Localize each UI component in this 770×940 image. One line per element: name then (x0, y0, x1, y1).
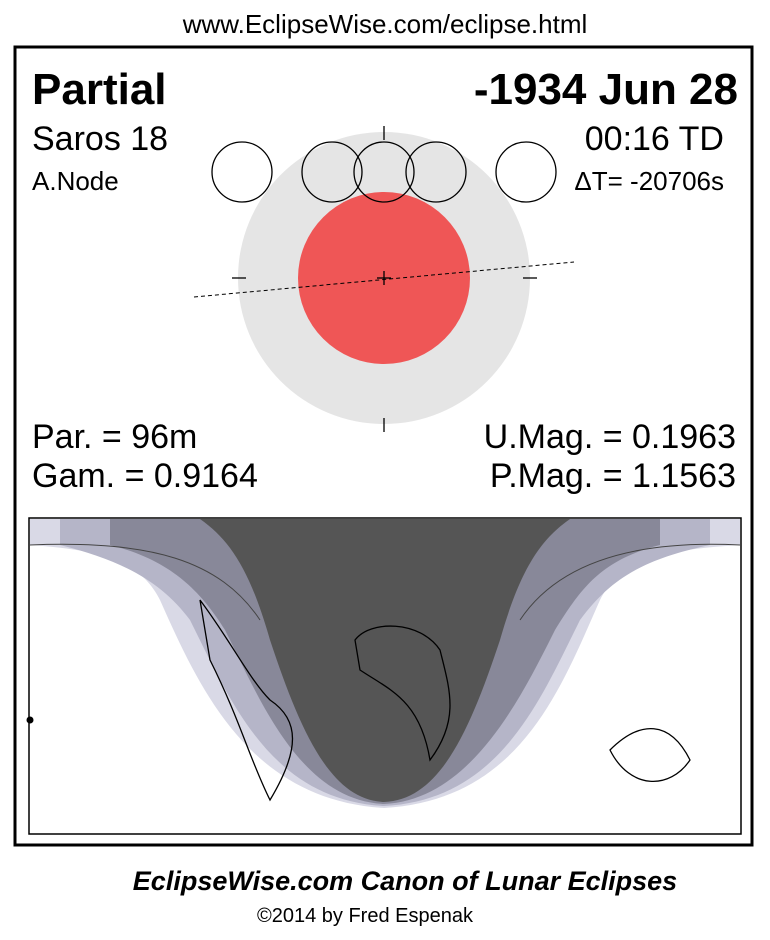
moon-path (211, 141, 557, 203)
eclipse-type: Partial (32, 65, 167, 114)
footer-title: EclipseWise.com Canon of Lunar Eclipses (133, 866, 677, 896)
partial-duration: Par. = 96m (32, 418, 197, 456)
visibility-map (26, 517, 742, 835)
gamma: Gam. = 0.9164 (32, 457, 258, 495)
node: A.Node (32, 166, 119, 196)
time: 00:16 TD (585, 120, 724, 158)
penumbral-magnitude: P.Mag. = 1.1563 (490, 457, 736, 495)
eclipse-diagram (193, 126, 575, 432)
delta-t: ΔT= -20706s (574, 166, 724, 196)
umbral-magnitude: U.Mag. = 0.1963 (484, 418, 736, 456)
url: www.EclipseWise.com/eclipse.html (182, 9, 588, 39)
axes (232, 126, 537, 432)
copyright: ©2014 by Fred Espenak (257, 905, 474, 927)
eclipse-date: -1934 Jun 28 (474, 65, 738, 114)
saros: Saros 18 (32, 120, 168, 158)
